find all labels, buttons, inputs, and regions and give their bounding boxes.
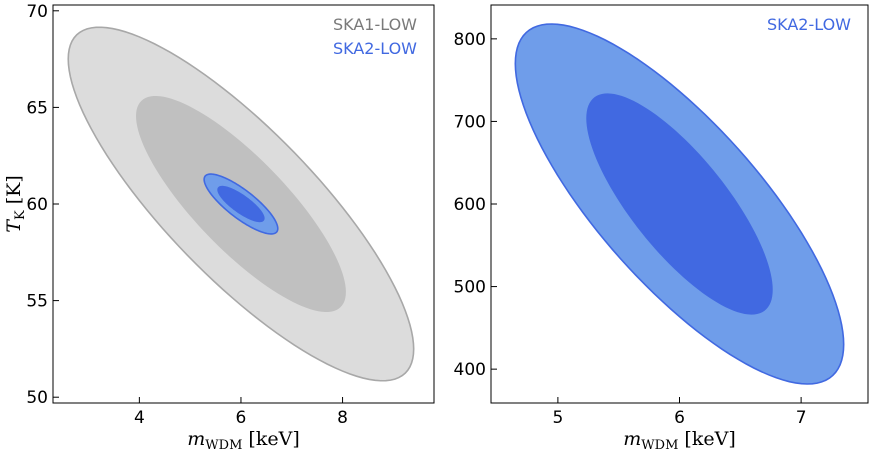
x-tick-label: 7 <box>796 408 807 428</box>
y-tick-label: 500 <box>454 278 486 298</box>
contour-ska2-low-inner <box>217 185 265 223</box>
panel-2: 5 6 7 400 500 600 700 800 mWDM [keV] SKA2-LOW <box>454 4 869 451</box>
y-tick-label: 70 <box>26 2 48 22</box>
legend-entry: SKA2-LOW <box>333 39 417 58</box>
x-tick-label: 5 <box>552 408 563 428</box>
y-tick-label: 55 <box>26 292 48 312</box>
y-tick-label: 65 <box>26 98 48 118</box>
y-axis-label: TK [K] <box>3 175 28 232</box>
y-tick-label: 400 <box>454 360 486 380</box>
x-tick-label: 4 <box>134 408 145 428</box>
x-tick-label: 6 <box>236 408 247 428</box>
y-tick-label: 600 <box>454 195 486 215</box>
y-tick-label: 700 <box>454 112 486 132</box>
x-tick-label: 6 <box>674 408 685 428</box>
contours <box>67 26 415 382</box>
legend: SKA1-LOW SKA2-LOW <box>333 15 417 58</box>
legend-entry: SKA1-LOW <box>333 15 417 34</box>
legend-entry: SKA2-LOW <box>767 15 851 34</box>
contours <box>514 23 845 385</box>
contour-ska2-low-inner <box>586 93 773 315</box>
legend: SKA2-LOW <box>767 15 851 34</box>
x-axis-label: mWDM [keV] <box>187 428 299 451</box>
y-tick-label: 800 <box>454 30 486 50</box>
x-tick-label: 8 <box>337 408 348 428</box>
y-tick-label: 60 <box>26 195 48 215</box>
y-tick-label: 50 <box>26 388 48 408</box>
x-axis-label: mWDM [keV] <box>623 428 735 451</box>
